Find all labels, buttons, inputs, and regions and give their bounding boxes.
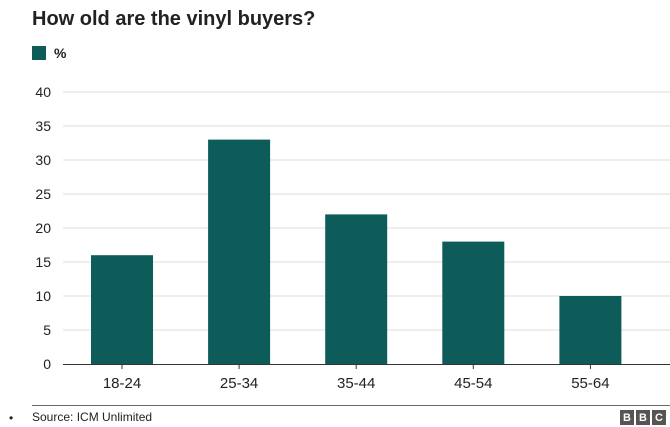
bar [325,214,388,364]
chart-title: How old are the vinyl buyers? [32,8,316,30]
y-tick-label: 15 [35,254,51,270]
y-tick-label: 0 [43,356,51,372]
bullet-marker: • [9,411,14,425]
footer-divider [32,405,670,406]
bar [559,296,622,364]
legend: % [32,44,66,62]
legend-swatch [32,46,46,60]
y-tick-label: 20 [35,220,51,236]
y-tick-label: 5 [43,322,51,338]
bbc-logo-letter: B [636,410,650,425]
x-tick-label: 45-54 [454,375,492,392]
y-tick-label: 25 [35,186,51,202]
bar-chart: 0 5 10 15 20 25 30 35 40 18-24 25-34 35-44 45-54 55-6… [35,84,670,392]
bar [442,241,505,364]
y-tick-label: 10 [35,288,51,304]
y-tick-label: 35 [35,118,51,134]
bar [91,255,153,364]
bar [208,139,271,364]
legend-label: % [54,45,67,61]
y-tick-label: 40 [35,84,51,100]
x-tick-label: 55-64 [571,375,609,392]
x-tick-label: 18-24 [103,375,141,392]
y-tick-label: 30 [35,152,51,168]
x-tick-label: 25-34 [220,375,258,392]
bbc-logo: B B C [620,410,666,425]
bbc-logo-letter: B [620,410,634,425]
x-tick-label: 35-44 [337,375,375,392]
source-note: Source: ICM Unlimited [32,410,153,424]
bbc-logo-letter: C [652,410,666,425]
